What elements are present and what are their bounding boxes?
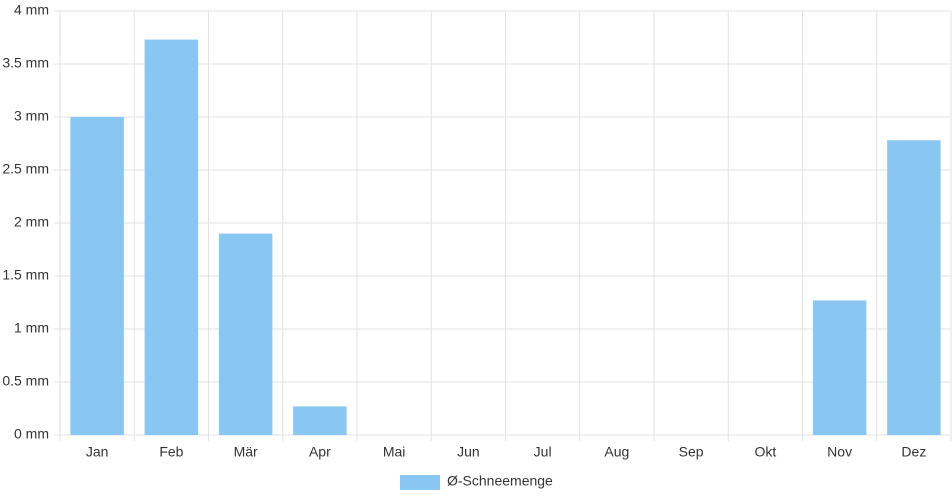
y-tick-label: 1 mm	[14, 320, 49, 336]
y-tick-label: 0 mm	[14, 426, 49, 442]
y-tick-label: 4 mm	[14, 2, 49, 18]
x-tick-label: Aug	[604, 444, 629, 460]
x-tick-label: Jan	[86, 444, 109, 460]
legend-label: Ø-Schneemenge	[447, 473, 553, 489]
x-tick-label: Apr	[309, 444, 331, 460]
x-tick-label: Jun	[457, 444, 480, 460]
bar	[70, 117, 124, 435]
bar	[887, 140, 941, 435]
x-tick-label: Okt	[754, 444, 776, 460]
y-tick-label: 2 mm	[14, 214, 49, 230]
x-tick-label: Mai	[383, 444, 406, 460]
bar	[218, 233, 273, 435]
x-tick-label: Jul	[534, 444, 552, 460]
bar	[812, 300, 867, 435]
x-tick-label: Sep	[679, 444, 704, 460]
x-tick-label: Nov	[827, 444, 852, 460]
y-tick-label: 3 mm	[14, 108, 49, 124]
bar	[293, 406, 347, 435]
x-tick-label: Feb	[159, 444, 183, 460]
y-tick-label: 3.5 mm	[2, 55, 49, 71]
x-tick-label: Dez	[901, 444, 926, 460]
y-tick-label: 0.5 mm	[2, 373, 49, 389]
bar	[144, 39, 199, 436]
x-tick-label: Mär	[234, 444, 258, 460]
y-tick-label: 2.5 mm	[2, 161, 49, 177]
y-tick-label: 1.5 mm	[2, 267, 49, 283]
legend-swatch	[400, 475, 440, 490]
